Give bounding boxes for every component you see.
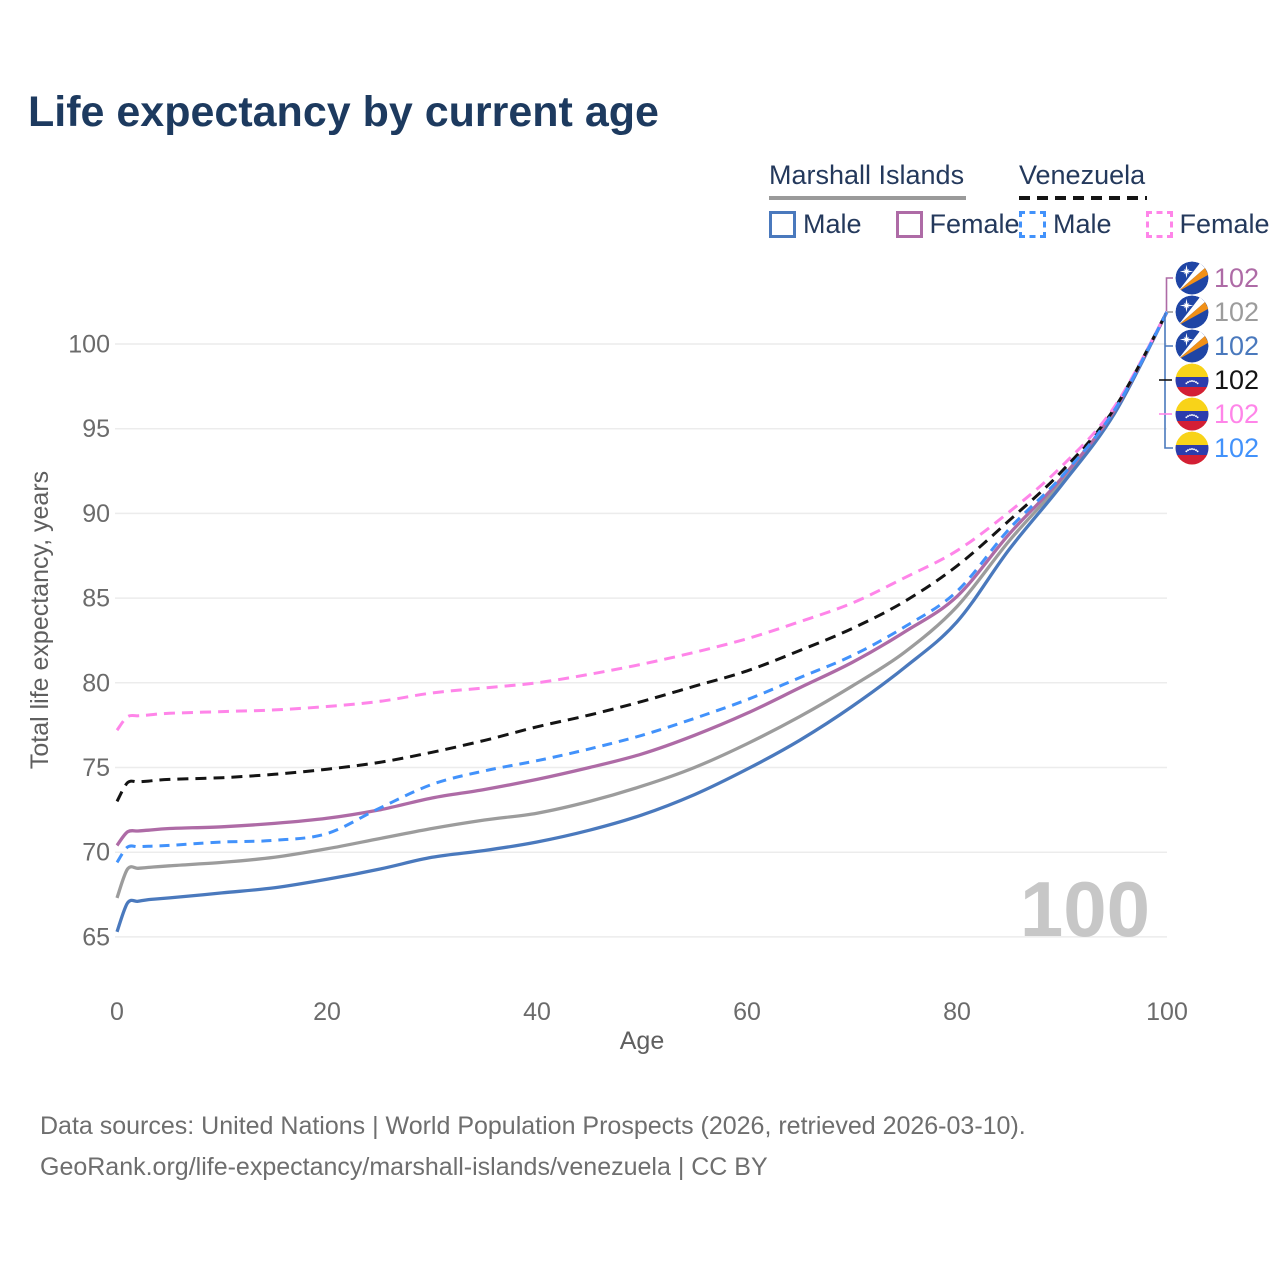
page-title: Life expectancy by current age bbox=[28, 88, 659, 136]
series-marshall-islands-male[interactable] bbox=[115, 311, 1169, 933]
legend-swatch-icon bbox=[769, 211, 796, 238]
y-tick-70: 70 bbox=[82, 839, 110, 867]
marshall-islands-flag-icon bbox=[1175, 329, 1209, 363]
end-value-label: 102 bbox=[1214, 263, 1259, 293]
marshall-islands-flag-icon bbox=[1175, 261, 1209, 295]
y-tick-80: 80 bbox=[82, 669, 110, 697]
x-tick-100: 100 bbox=[1146, 998, 1188, 1026]
legend-item-label: Female bbox=[929, 209, 1020, 239]
x-axis-title: Age bbox=[620, 1027, 664, 1055]
legend-item-label: Male bbox=[803, 209, 862, 239]
footer-url-line: GeoRank.org/life-expectancy/marshall-isl… bbox=[40, 1153, 768, 1181]
venezuela-flag-icon bbox=[1175, 397, 1209, 431]
legend-line-sample-dashed bbox=[1019, 196, 1147, 200]
end-value-label: 102 bbox=[1214, 433, 1259, 463]
legend-row: Male Female bbox=[769, 209, 1020, 240]
legend-item-mi-female[interactable]: Female bbox=[895, 209, 1020, 240]
age-counter-watermark: 100 bbox=[1020, 865, 1150, 953]
series-venezuela-female[interactable] bbox=[115, 311, 1169, 732]
series-marshall-islands-female[interactable] bbox=[115, 311, 1169, 847]
x-tick-60: 60 bbox=[733, 998, 761, 1026]
data-source-footer: Data sources: United Nations | World Pop… bbox=[40, 1106, 1026, 1188]
marshall-islands-flag-icon bbox=[1175, 295, 1209, 329]
x-tick-40: 40 bbox=[523, 998, 551, 1026]
legend-item-ve-male[interactable]: Male bbox=[1019, 209, 1112, 240]
series-venezuela-male[interactable] bbox=[115, 311, 1169, 864]
y-tick-75: 75 bbox=[82, 754, 110, 782]
legend-country-title: Marshall Islands bbox=[769, 160, 965, 190]
legend-item-label: Female bbox=[1179, 209, 1270, 239]
leader-line bbox=[1164, 313, 1173, 449]
y-tick-90: 90 bbox=[82, 500, 110, 528]
series-venezuela-both-sexes[interactable] bbox=[115, 311, 1169, 803]
legend-group-venezuela: Venezuela Male Female bbox=[1019, 160, 1270, 240]
venezuela-flag-icon bbox=[1175, 363, 1209, 397]
x-tick-0: 0 bbox=[110, 998, 124, 1026]
y-tick-100: 100 bbox=[68, 331, 110, 359]
leader-line bbox=[1165, 277, 1173, 311]
venezuela-flag-icon bbox=[1175, 431, 1209, 465]
x-tick-80: 80 bbox=[943, 998, 971, 1026]
legend-row: Male Female bbox=[1019, 209, 1270, 240]
legend-item-mi-male[interactable]: Male bbox=[769, 209, 862, 240]
end-value-label: 102 bbox=[1214, 365, 1259, 395]
legend-swatch-icon bbox=[1145, 211, 1173, 238]
series-marshall-islands-both-sexes[interactable] bbox=[115, 311, 1169, 899]
footer-sources-line: Data sources: United Nations | World Pop… bbox=[40, 1112, 1026, 1140]
end-value-label: 102 bbox=[1214, 399, 1259, 429]
y-tick-65: 65 bbox=[82, 923, 110, 951]
end-value-label: 102 bbox=[1214, 331, 1259, 361]
legend-group-marshall-islands: Marshall Islands Male Female bbox=[769, 160, 1020, 240]
legend-item-ve-female[interactable]: Female bbox=[1145, 209, 1270, 240]
y-tick-85: 85 bbox=[82, 585, 110, 613]
legend-line-sample-solid bbox=[769, 196, 966, 200]
y-tick-95: 95 bbox=[82, 415, 110, 443]
legend-swatch-icon bbox=[895, 211, 923, 238]
y-axis-title: Total life expectancy, years bbox=[26, 471, 54, 769]
end-value-label: 102 bbox=[1214, 297, 1259, 327]
legend-swatch-icon bbox=[1019, 211, 1046, 238]
legend-country-title: Venezuela bbox=[1019, 160, 1146, 190]
legend-item-label: Male bbox=[1053, 209, 1112, 239]
x-tick-20: 20 bbox=[313, 998, 341, 1026]
